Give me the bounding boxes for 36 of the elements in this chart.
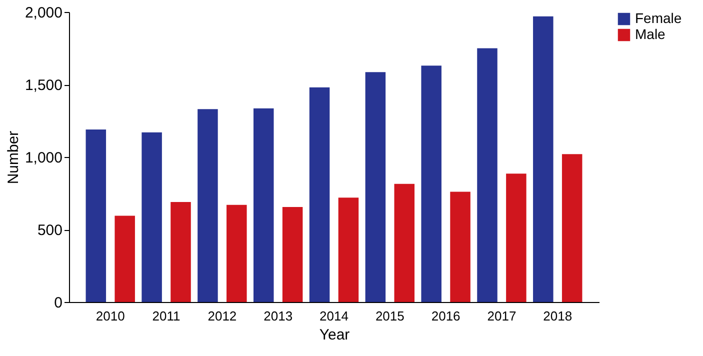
x-tick-label: 2013	[264, 308, 293, 324]
bar	[253, 108, 274, 302]
x-tick-label: 2012	[208, 308, 237, 324]
x-tick-label: 2017	[487, 308, 516, 324]
x-tick-label: 2015	[375, 308, 404, 324]
y-tick-label: 1,000	[24, 150, 62, 166]
bar	[450, 192, 470, 302]
x-tick-label: 2016	[431, 308, 460, 324]
bar	[142, 132, 162, 302]
bar	[421, 66, 442, 302]
bar	[533, 16, 554, 302]
bar	[338, 198, 359, 302]
x-tick-label: 2014	[320, 308, 348, 324]
bar	[198, 109, 218, 302]
y-axis-title: Number	[4, 130, 22, 184]
bar	[477, 48, 498, 302]
legend-label: Male	[635, 26, 666, 42]
y-tick-label: 1,500	[24, 77, 62, 94]
bar	[226, 204, 247, 302]
bar	[170, 202, 191, 302]
bar	[114, 216, 135, 302]
x-tick-label: 2018	[543, 308, 572, 324]
bar	[365, 72, 386, 302]
x-tick-label: 2010	[96, 308, 125, 324]
bar	[309, 87, 330, 302]
x-axis-title: Year	[319, 326, 350, 344]
legend-label: Female	[635, 10, 682, 26]
y-tick-label: 2,000	[24, 4, 62, 22]
y-tick-label: 0	[54, 294, 62, 312]
bar	[282, 207, 303, 302]
bar	[562, 154, 582, 302]
bar	[506, 174, 526, 302]
x-tick-label: 2011	[152, 308, 180, 324]
y-tick-label: 500	[37, 222, 62, 239]
bar	[394, 184, 415, 302]
bar	[86, 129, 106, 302]
